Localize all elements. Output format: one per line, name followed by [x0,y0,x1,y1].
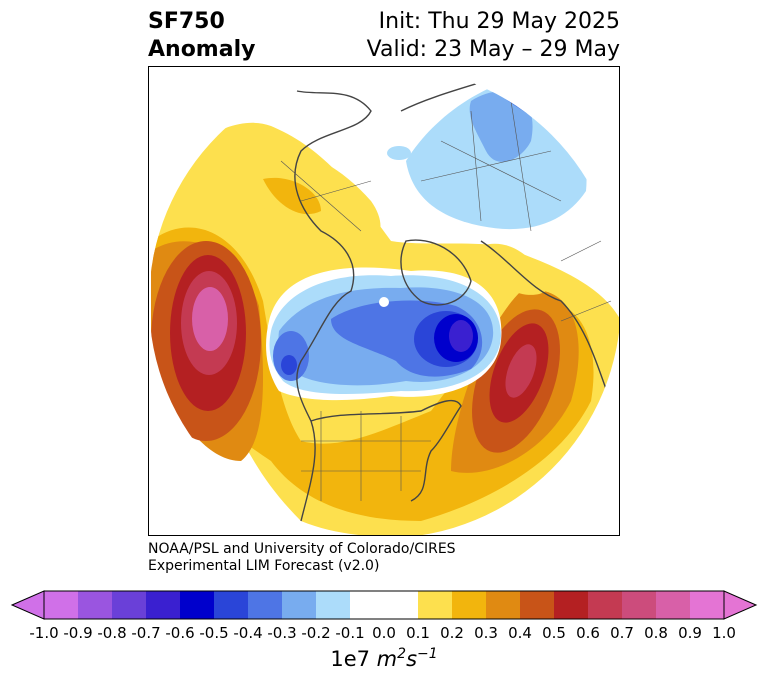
anomaly-label: Anomaly [148,37,256,62]
units-m: m [376,647,398,671]
title-dates: Init: Thu 29 May 2025 Valid: 23 May – 29… [367,8,620,64]
colorbar-units: 1e7 m2s−1 [0,646,768,671]
colorbar-segment [588,591,623,619]
colorbar-tick-label: 0.5 [542,624,566,642]
border-line [280,160,362,232]
colorbar-tick-label: -0.4 [233,624,263,642]
colorbar-segment [656,591,691,619]
colorbar-segment [384,591,419,619]
colorbar-outline [43,590,725,620]
credit-line-2: Experimental LIM Forecast (v2.0) [148,558,380,574]
ridge-canada-0-1 [259,148,381,251]
colorbar-tick-label: -0.6 [165,624,195,642]
colorbar-extend-left [10,590,45,620]
colorbar-segment [214,591,249,619]
colorbar-tick-label: 0.4 [508,624,532,642]
colorbar-segment [180,591,215,619]
colorbar-tick-label: -0.2 [301,624,331,642]
colorbar-tick-label: 0.7 [610,624,634,642]
colorbar-segment [44,591,79,619]
border-line [560,240,602,262]
colorbar-tick-label: -0.7 [131,624,161,642]
anomaly-map [148,66,620,536]
colorbar-segment [248,591,283,619]
colorbar-segment [282,591,317,619]
colorbar-segment [452,591,487,619]
colorbar-tick-label: -0.8 [97,624,127,642]
ridge-canada-0-2 [263,177,321,215]
title-variable: SF750 Anomaly [148,8,255,64]
border-line [470,110,482,222]
colorbar-tick-label: 0.6 [576,624,600,642]
polar-stereographic-map [149,67,619,535]
valid-range: Valid: 23 May – 29 May [366,37,620,62]
colorbar-tick-label: 0.9 [678,624,702,642]
trough-small-blob [387,146,411,160]
credit-line-1: NOAA/PSL and University of Colorado/CIRE… [148,541,456,557]
trough-eurasia-0-3 [469,91,533,162]
colorbar [10,590,758,620]
greenland-coast [400,239,472,306]
colorbar-tick-label: -0.5 [199,624,229,642]
colorbar-tick-label: 0.8 [644,624,668,642]
colorbar-extend-right [723,590,758,620]
colorbar-segment [622,591,657,619]
political-borders [280,100,612,501]
units-base: 1e7 [330,647,370,671]
colorbar-segment [486,591,521,619]
colorbar-tick-label: -1.0 [29,624,59,642]
colorbar-segments [44,591,725,619]
units-s: s [406,647,418,671]
colorbar-segment [112,591,147,619]
init-date: Init: Thu 29 May 2025 [378,9,620,34]
colorbar-tick-label: 0.2 [440,624,464,642]
border-line [510,100,532,232]
colorbar-segment [554,591,589,619]
colorbar-tick-label: -0.3 [267,624,297,642]
colorbar-segment [78,591,113,619]
border-line [300,180,372,202]
colorbar-tick-label: -0.9 [63,624,93,642]
border-line [440,140,562,202]
units-m-exp: 2 [397,646,407,662]
colorbar-tick-label: 0.3 [474,624,498,642]
colorbar-segment [350,591,385,619]
colorbar-tick-label: 1.0 [712,624,736,642]
ridge-west-0-8 [192,287,228,351]
trough-pacific-0-5 [281,355,297,375]
colorbar-segment [146,591,181,619]
units-s-exp: −1 [417,646,438,662]
colorbar-segment [418,591,453,619]
colorbar-tick-label: 0.1 [406,624,430,642]
colorbar-tick-labels: -1.0 -0.9 -0.8 -0.7 -0.6 -0.5 -0.4 -0.3 -0.2 -0.1… [0,624,768,644]
north-america-coast [294,90,462,522]
colorbar-segment [690,591,725,619]
credit-text: NOAA/PSL and University of Colorado/CIRE… [148,541,456,575]
border-line [420,150,552,182]
colorbar-tick-label: 0.0 [372,624,396,642]
trough-0-7 [449,320,473,352]
border-line [560,300,612,322]
colorbar-segment [520,591,555,619]
anomaly-field [149,67,619,535]
ridge-east-0-7 [505,344,537,398]
colorbar-tick-label: -0.1 [335,624,365,642]
variable-name: SF750 [148,9,225,34]
colorbar-segment [316,591,351,619]
pole-marker [379,297,389,307]
